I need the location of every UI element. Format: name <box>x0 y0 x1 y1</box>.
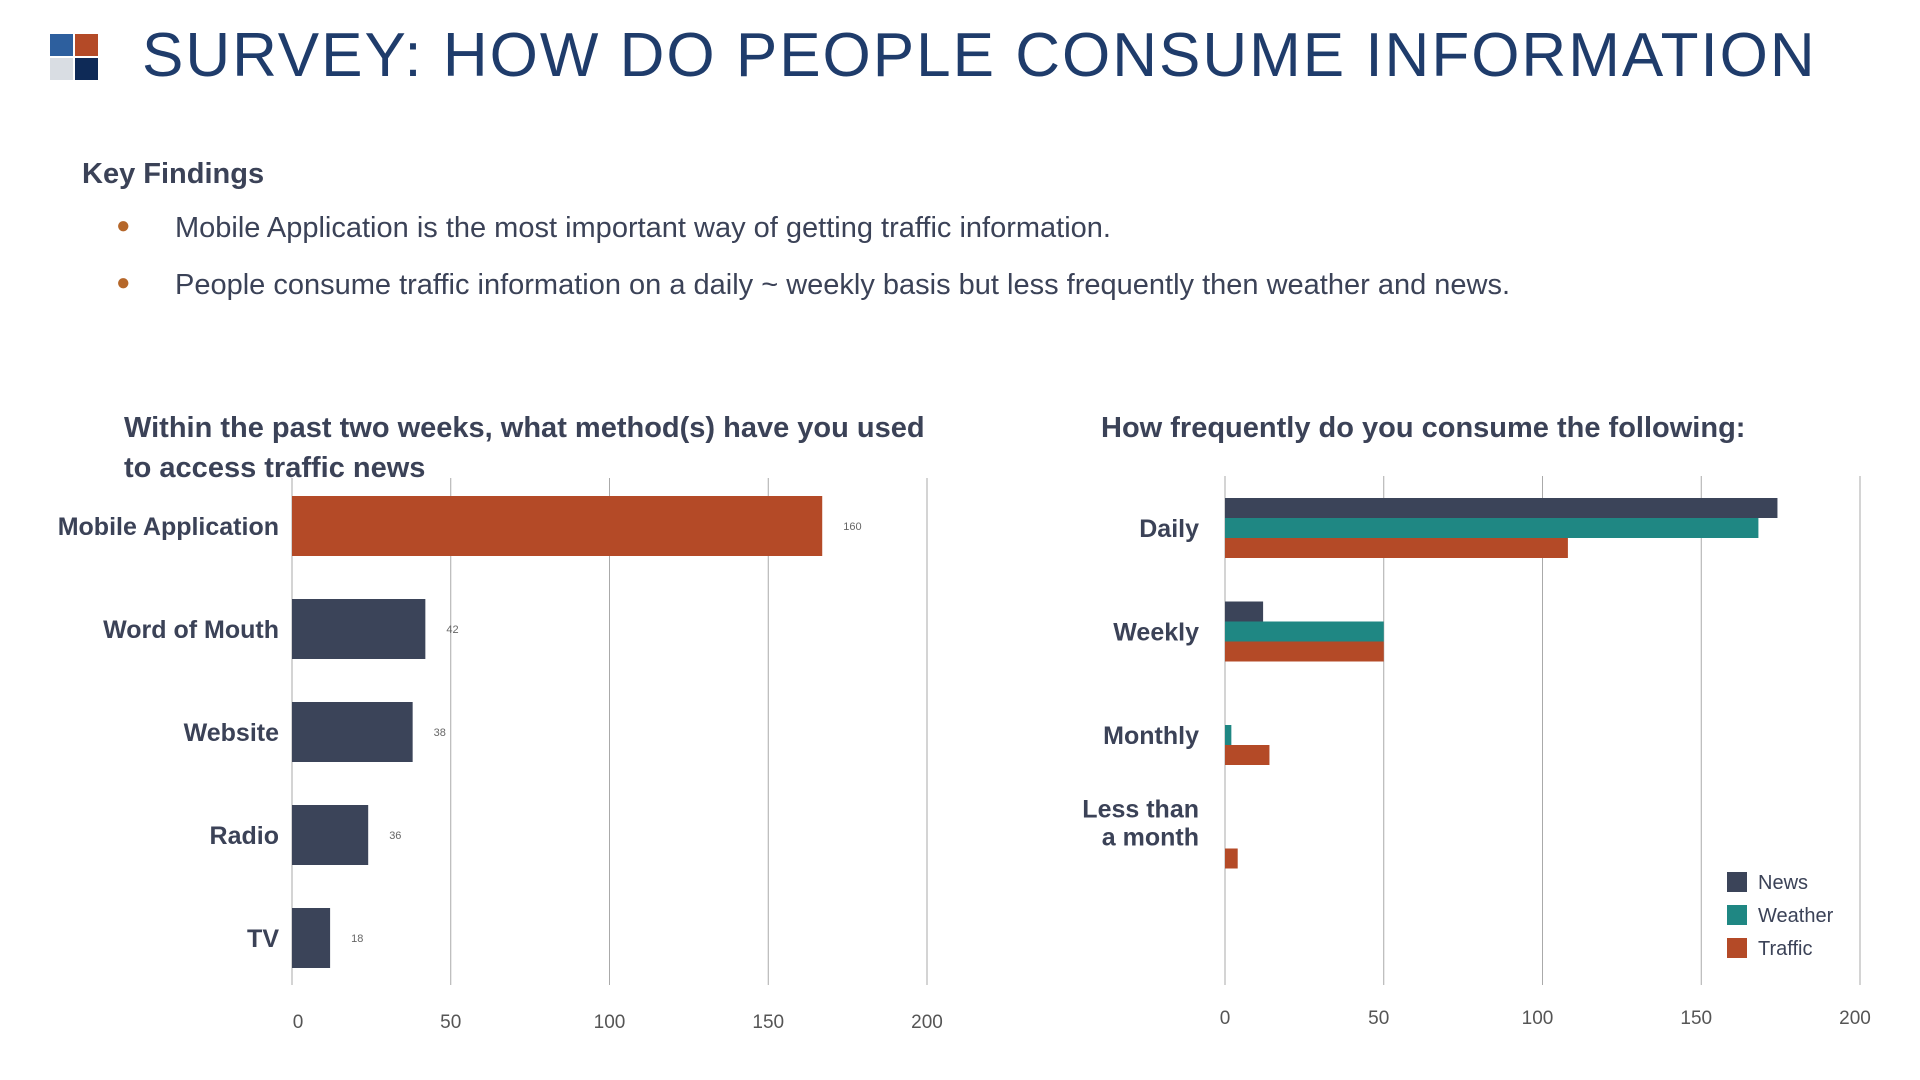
chart2-legend-label: Weather <box>1758 905 1834 927</box>
chart2-bar-traffic <box>1225 538 1568 558</box>
chart2-bar-news <box>1225 601 1264 622</box>
chart2-x-tick-label: 0 <box>1220 1008 1231 1029</box>
chart1-bar <box>292 702 413 762</box>
chart1-category-label: Word of Mouth <box>103 616 279 644</box>
chart2-bar-news <box>1225 498 1778 518</box>
chart1-bar <box>292 599 426 659</box>
chart1-data-label: 42 <box>446 624 458 636</box>
chart2-x-tick-label: 200 <box>1839 1008 1871 1029</box>
chart1-bar <box>292 496 823 556</box>
chart2-legend-swatch <box>1727 938 1747 958</box>
chart1-x-tick-label: 100 <box>594 1012 626 1033</box>
page-title: SURVEY: HOW DO PEOPLE CONSUME INFORMATIO… <box>142 21 1817 90</box>
chart1-data-label: 160 <box>843 521 861 533</box>
chart1-title: Within the past two weeks, what method(s… <box>124 408 925 488</box>
chart2-title: How frequently do you consume the follow… <box>1101 412 1746 444</box>
chart2-x-tick-label: 50 <box>1368 1008 1389 1029</box>
chart2-category-label: Less than <box>1082 796 1199 824</box>
chart2-category-label: a month <box>1102 824 1199 852</box>
chart2-category-label: Daily <box>1139 515 1199 543</box>
logo-square-bottom-right <box>75 58 98 80</box>
chart2-legend-label: Traffic <box>1758 938 1812 960</box>
logo-square-bottom-left <box>50 58 73 80</box>
chart1-x-tick-label: 50 <box>440 1012 461 1033</box>
findings-heading: Key Findings <box>82 158 265 190</box>
chart1-category-label: Website <box>184 719 279 747</box>
chart2-x-tick-label: 100 <box>1522 1008 1554 1029</box>
bullet-dot-icon: ● <box>116 269 131 296</box>
chart2-bar-weather <box>1225 518 1759 538</box>
chart1-category-label: TV <box>247 925 279 953</box>
chart2-legend-swatch <box>1727 905 1747 925</box>
chart2-category-label: Weekly <box>1113 619 1199 647</box>
chart1-data-label: 18 <box>351 933 363 945</box>
chart1-category-label: Radio <box>210 822 279 850</box>
chart2-bar-traffic <box>1225 848 1238 869</box>
logo <box>50 34 98 80</box>
chart1-x-tick-label: 200 <box>911 1012 943 1033</box>
chart1-title-line: Within the past two weeks, what method(s… <box>124 412 925 444</box>
chart2-bar-traffic <box>1225 745 1270 765</box>
chart1-bar <box>292 805 369 865</box>
logo-square-top-left <box>50 34 73 56</box>
chart1-title-line: to access traffic news <box>124 452 426 484</box>
chart2-legend-swatch <box>1727 872 1747 892</box>
chart1-data-label: 38 <box>434 727 446 739</box>
chart1-x-tick-label: 0 <box>293 1012 304 1033</box>
finding-text: Mobile Application is the most important… <box>175 212 1111 244</box>
chart1-category-label: Mobile Application <box>58 513 279 541</box>
chart2-legend-label: News <box>1758 872 1808 894</box>
chart1-data-label: 36 <box>389 830 401 842</box>
chart2-bar-traffic <box>1225 641 1384 662</box>
chart2-bar-weather <box>1225 725 1232 745</box>
chart2-bar-weather <box>1225 621 1384 642</box>
chart1-bar <box>292 908 331 968</box>
chart1-x-tick-label: 150 <box>752 1012 784 1033</box>
bullet-dot-icon: ● <box>116 212 131 239</box>
logo-square-top-right <box>75 34 98 56</box>
finding-text: People consume traffic information on a … <box>175 269 1511 301</box>
chart2-x-tick-label: 150 <box>1680 1008 1712 1029</box>
chart2-category-label: Monthly <box>1103 722 1199 750</box>
